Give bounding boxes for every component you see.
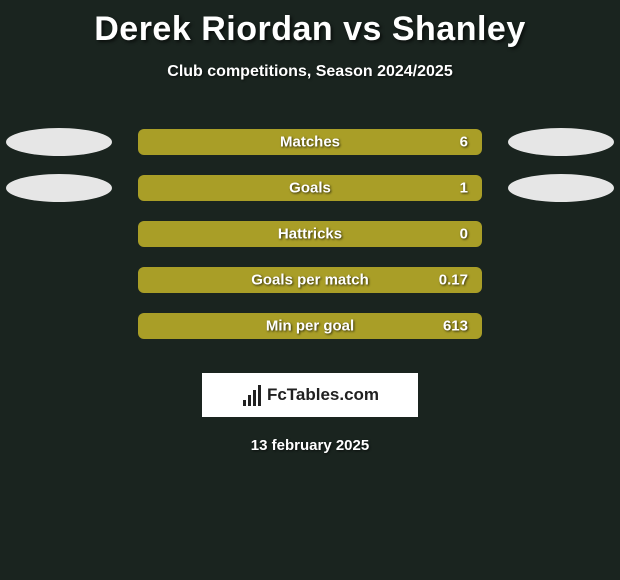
player-left-marker	[6, 128, 112, 156]
stat-label: Min per goal	[266, 318, 354, 335]
stat-label: Goals per match	[251, 272, 369, 289]
comparison-title: Derek Riordan vs Shanley	[0, 0, 620, 49]
player-right-marker	[508, 128, 614, 156]
player-right-marker	[508, 174, 614, 202]
stat-label: Goals	[289, 180, 331, 197]
stat-row: Min per goal 613	[0, 303, 620, 349]
stat-bar: Min per goal 613	[138, 313, 482, 339]
brand-box: FcTables.com	[202, 373, 418, 417]
stat-value: 0.17	[439, 272, 468, 289]
stats-container: Matches 6 Goals 1 Hattricks 0 Goals per match 0…	[0, 119, 620, 349]
stat-row: Goals per match 0.17	[0, 257, 620, 303]
stat-bar: Matches 6	[138, 129, 482, 155]
stat-row: Goals 1	[0, 165, 620, 211]
stat-bar: Goals 1	[138, 175, 482, 201]
brand-text: FcTables.com	[267, 385, 379, 405]
snapshot-date: 13 february 2025	[0, 437, 620, 454]
comparison-subtitle: Club competitions, Season 2024/2025	[0, 63, 620, 81]
stat-bar: Hattricks 0	[138, 221, 482, 247]
bar-chart-icon	[241, 384, 263, 406]
stat-label: Matches	[280, 134, 340, 151]
stat-bar: Goals per match 0.17	[138, 267, 482, 293]
stat-value: 1	[460, 180, 468, 197]
player-left-marker	[6, 174, 112, 202]
stat-value: 613	[443, 318, 468, 335]
stat-label: Hattricks	[278, 226, 342, 243]
stat-row: Matches 6	[0, 119, 620, 165]
stat-value: 0	[460, 226, 468, 243]
stat-value: 6	[460, 134, 468, 151]
stat-row: Hattricks 0	[0, 211, 620, 257]
